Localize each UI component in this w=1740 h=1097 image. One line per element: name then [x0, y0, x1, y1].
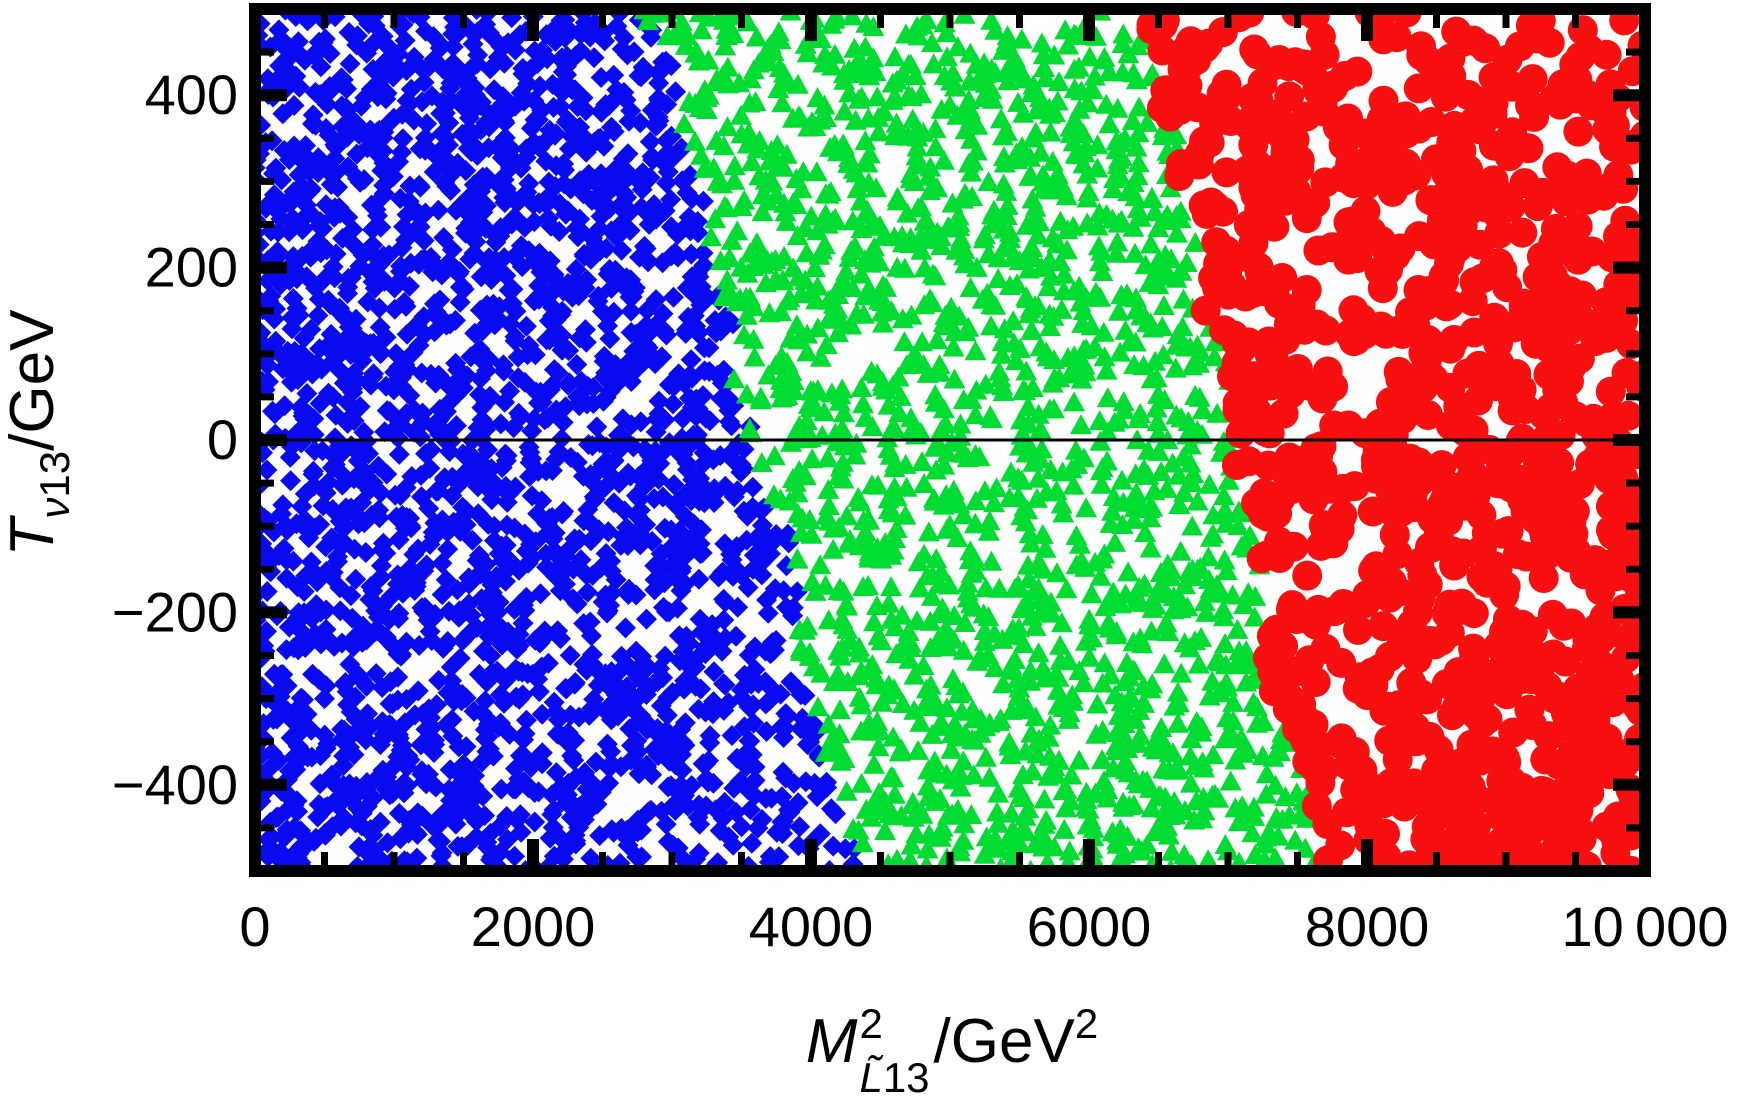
x-tick-label: 0	[239, 895, 270, 958]
y-tick-label: 400	[145, 63, 238, 126]
y-tick-labels: 400 200 0 −200 −400	[112, 63, 238, 816]
y-tick-label: −400	[112, 753, 238, 816]
x-label-variable: M	[805, 1007, 858, 1076]
x-label-unit: /GeV	[933, 1007, 1075, 1076]
x-axis-label: M 2 L̃13/GeV2	[805, 1000, 1099, 1097]
axis-ticks	[249, 5, 1651, 875]
x-label-unit-superscript: 2	[1074, 1000, 1099, 1047]
middle-region-triangle-up-points	[633, 6, 1325, 874]
x-tick-label: 2000	[471, 895, 596, 958]
y-tick-label: 0	[207, 408, 238, 471]
y-label-unit: /GeV	[0, 309, 67, 451]
x-tick-label: 4000	[749, 895, 874, 958]
plot-frame	[249, 3, 1651, 877]
y-tick-label: 200	[145, 236, 238, 299]
x-tick-label: 6000	[1027, 895, 1152, 958]
x-tick-labels: 0 2000 4000 6000 8000 10 000	[239, 895, 1728, 958]
scatter-points-layer	[252, 6, 1648, 874]
y-label-variable: T	[0, 518, 67, 557]
x-tick-label: 8000	[1305, 895, 1430, 958]
x-tick-label: 10 000	[1562, 895, 1729, 958]
y-label-subscript: ν13	[31, 450, 78, 519]
y-axis-label: Tν13/GeV	[0, 310, 79, 557]
y-tick-label: −200	[112, 580, 238, 643]
left-region-diamond-points	[252, 6, 865, 874]
